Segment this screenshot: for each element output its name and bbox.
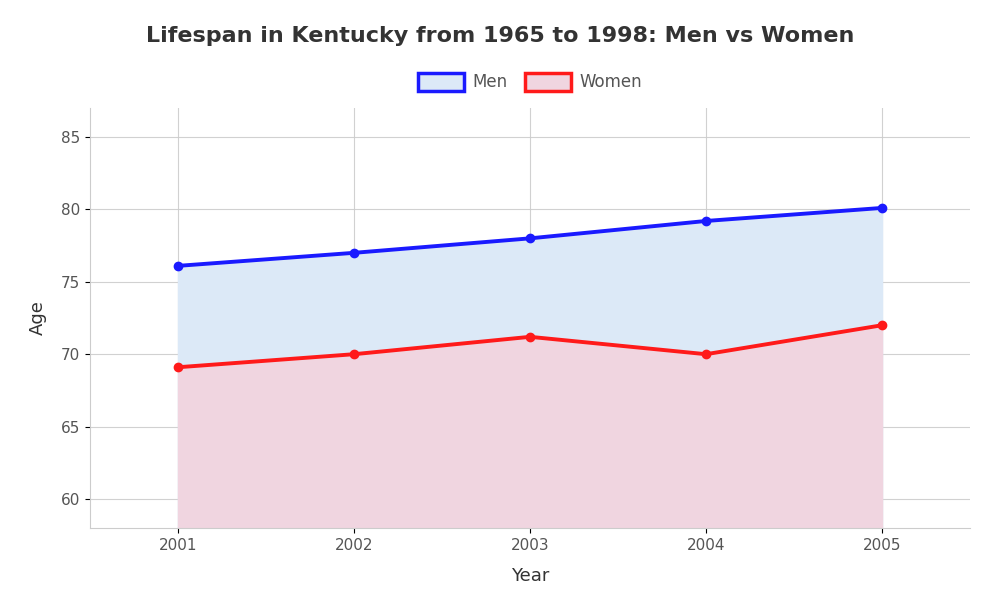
X-axis label: Year: Year [511, 566, 549, 584]
Legend: Men, Women: Men, Women [411, 66, 649, 98]
Text: Lifespan in Kentucky from 1965 to 1998: Men vs Women: Lifespan in Kentucky from 1965 to 1998: … [146, 26, 854, 46]
Y-axis label: Age: Age [29, 301, 47, 335]
